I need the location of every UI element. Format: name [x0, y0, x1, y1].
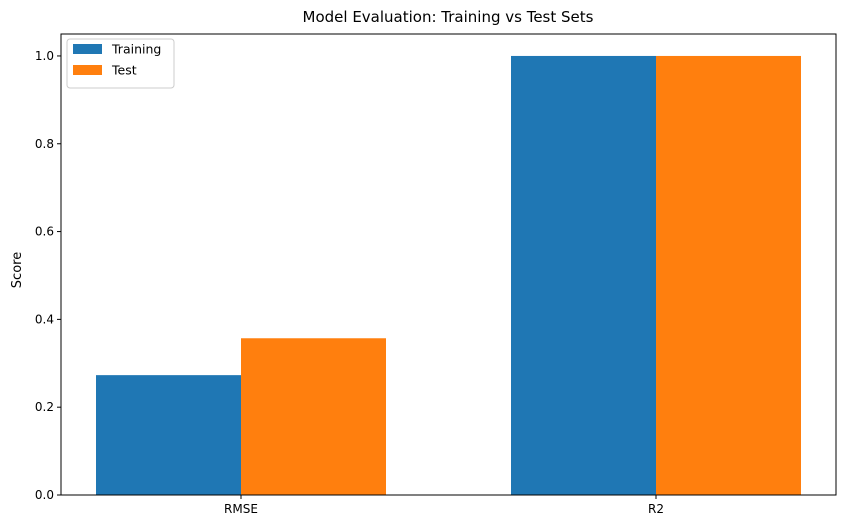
x-tick-label: RMSE [224, 502, 258, 516]
y-tick-label: 1.0 [35, 49, 54, 63]
legend-label-training: Training [111, 42, 161, 57]
plot-frame [60, 33, 837, 496]
legend-swatch-test [73, 65, 102, 75]
y-tick-label: 0.2 [35, 400, 54, 414]
x-tick-label: R2 [648, 502, 664, 516]
chart-title: Model Evaluation: Training vs Test Sets [303, 8, 594, 26]
y-tick-label: 0.6 [35, 225, 54, 239]
y-axis: 0.0 0.2 0.4 0.6 0.8 1.0 [35, 49, 61, 502]
legend-label-test: Test [111, 63, 137, 78]
bar-training-r2 [511, 55, 656, 495]
y-axis-label: Score [10, 252, 25, 288]
bars-layer [96, 55, 801, 495]
y-tick-label: 0.8 [35, 137, 54, 151]
y-tick-label: 0.4 [35, 312, 54, 326]
bar-test-rmse [241, 338, 386, 495]
y-tick-label: 0.0 [35, 488, 54, 502]
x-axis: RMSE R2 [224, 495, 664, 516]
legend: Training Test [66, 38, 175, 89]
bar-training-rmse [96, 375, 241, 495]
bar-test-r2 [656, 55, 801, 495]
legend-swatch-training [73, 44, 102, 54]
